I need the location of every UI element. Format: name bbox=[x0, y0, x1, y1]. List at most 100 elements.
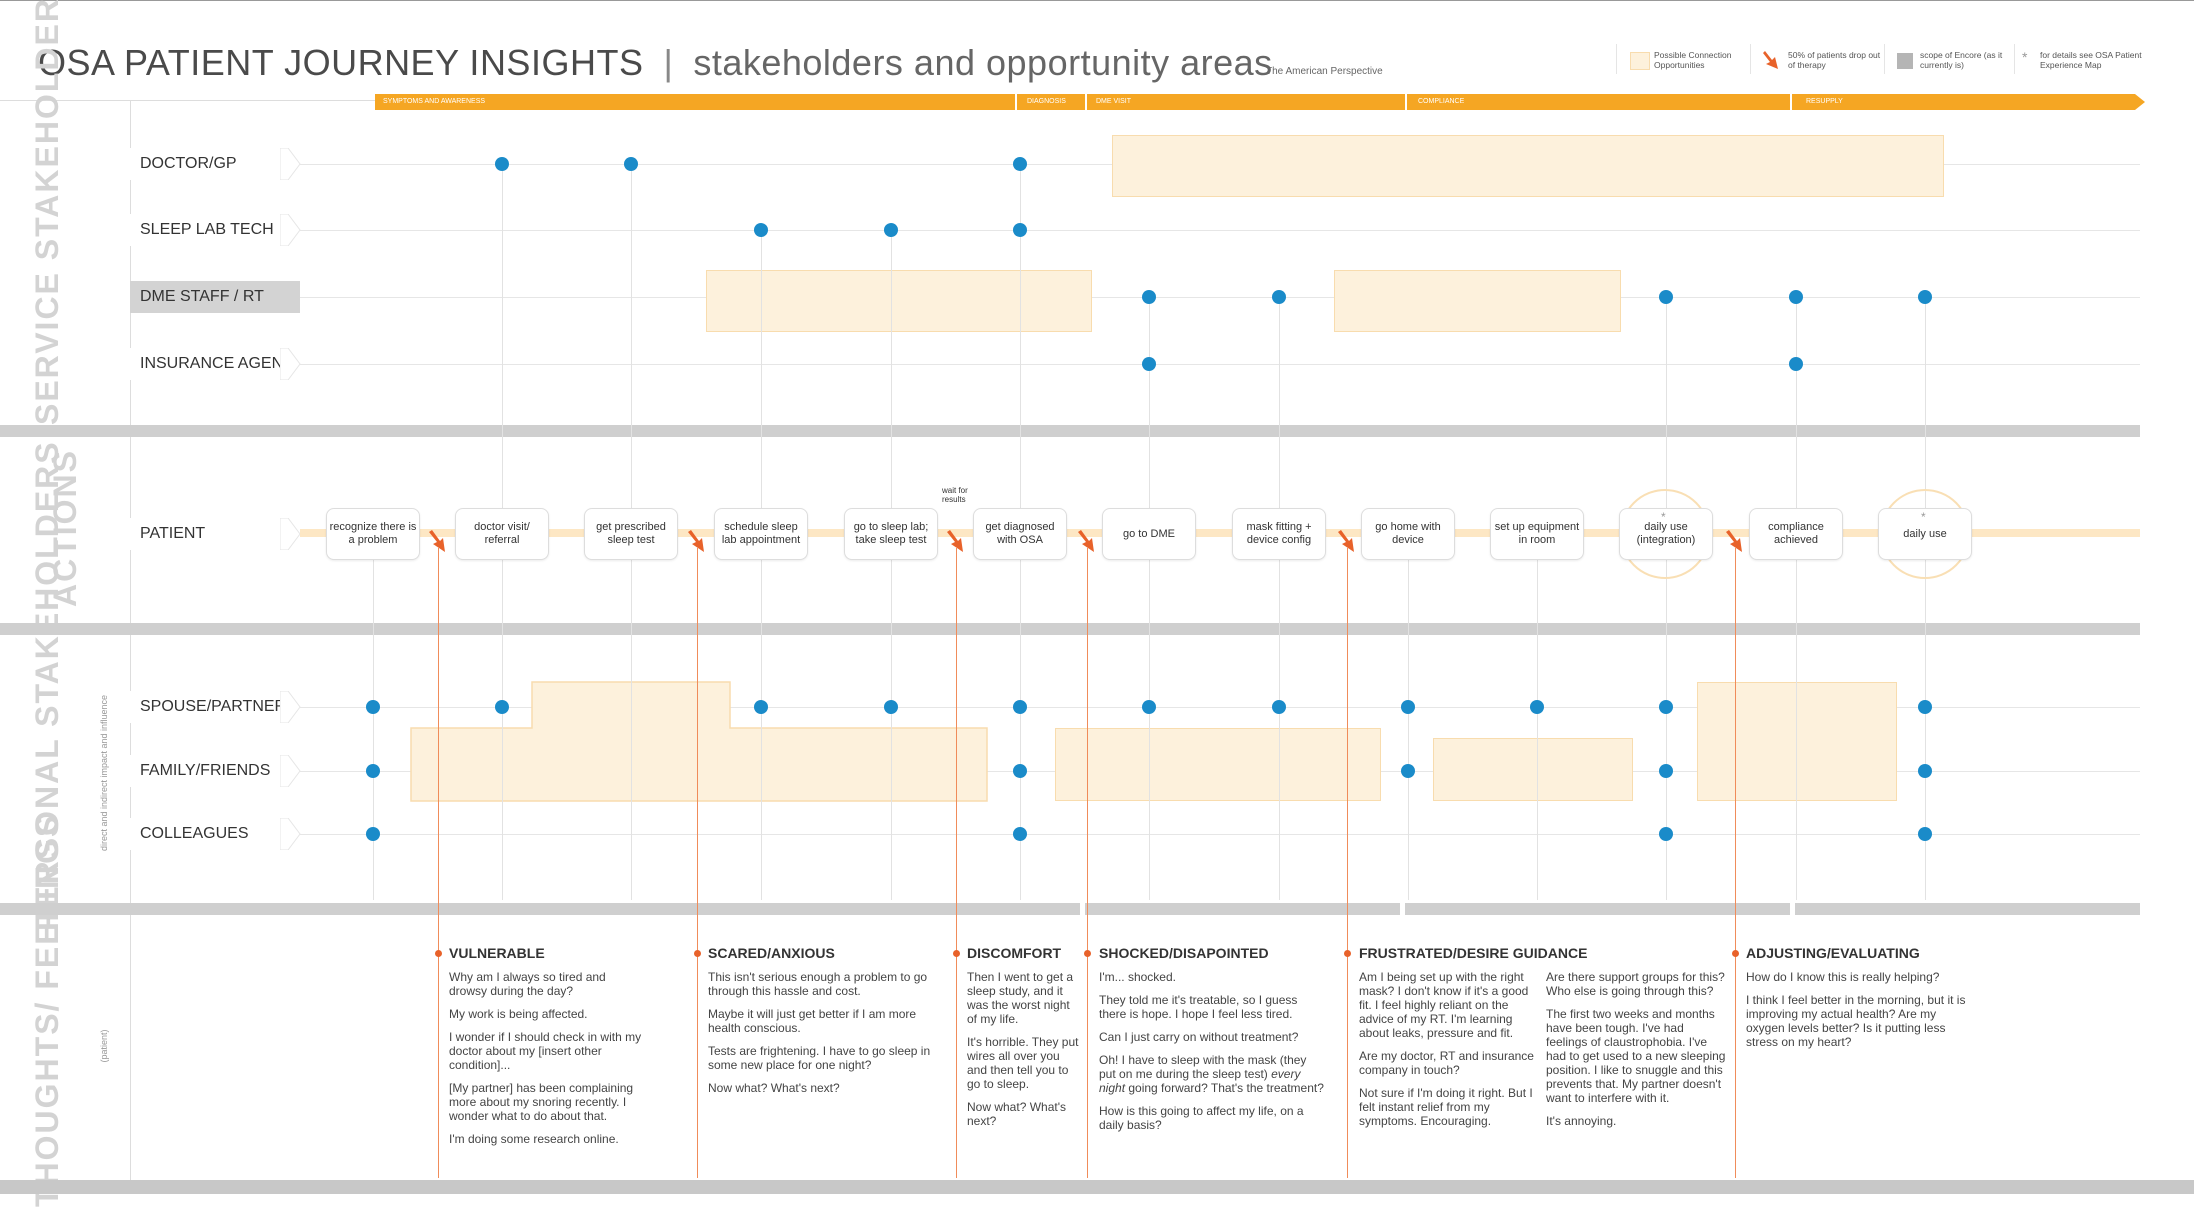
row-label-colleagues: COLLEAGUES bbox=[130, 818, 300, 850]
thought-line: Now what? What's next? bbox=[708, 1081, 840, 1095]
header-underline bbox=[0, 100, 375, 101]
dropout-arrow-icon bbox=[688, 530, 704, 552]
legend-divider bbox=[1750, 44, 1751, 74]
stakeholder-dot bbox=[1789, 290, 1803, 304]
thought-body: Why am I always so tired and drowsy duri… bbox=[449, 970, 644, 1155]
dropout-arrow-icon bbox=[1763, 51, 1778, 69]
stakeholder-dot bbox=[1142, 700, 1156, 714]
row-tab-notch bbox=[280, 214, 301, 246]
action-step: recognize there is a problem bbox=[326, 508, 420, 560]
legend-details: for details see OSA Patient Experience M… bbox=[2040, 50, 2142, 70]
row-label-family: FAMILY/FRIENDS bbox=[130, 755, 300, 787]
asterisk-icon: * bbox=[1661, 510, 1666, 524]
stakeholder-dot bbox=[1659, 290, 1673, 304]
column-connector bbox=[1279, 297, 1280, 900]
action-step: schedule sleep lab appointment bbox=[714, 508, 808, 560]
column-connector bbox=[1408, 534, 1409, 900]
thought-marker bbox=[694, 950, 701, 957]
legend-scope: scope of Encore (as it currently is) bbox=[1920, 50, 2003, 70]
action-step: get diagnosed with OSA bbox=[973, 508, 1067, 560]
thought-heading: DISCOMFORT bbox=[967, 945, 1062, 961]
phase-label: DME VISIT bbox=[1096, 98, 1132, 105]
connection-area bbox=[1334, 270, 1621, 332]
thought-line: Are there support groups for this? Who e… bbox=[1546, 970, 1725, 998]
thought-line: This isn't serious enough a problem to g… bbox=[708, 970, 928, 998]
section-thoughts-label: THOUGHTS/ FEELINGS bbox=[29, 813, 65, 1207]
perspective-note: The American Perspective bbox=[1266, 66, 1383, 77]
section-personal-sublabel: direct and indirect impact and influence bbox=[99, 694, 109, 852]
phase-divider bbox=[1085, 94, 1087, 110]
thought-heading: VULNERABLE bbox=[449, 945, 545, 961]
row-label-text: FAMILY/FRIENDS bbox=[140, 762, 271, 779]
stakeholder-dot bbox=[1013, 700, 1027, 714]
row-label-sleep-lab-tech: SLEEP LAB TECH bbox=[130, 214, 300, 246]
thought-line: They told me it's treatable, so I guess … bbox=[1099, 993, 1298, 1021]
stakeholder-dot bbox=[495, 157, 509, 171]
thought-line: My work is being affected. bbox=[449, 1007, 588, 1021]
action-step: go home with device bbox=[1361, 508, 1455, 560]
thought-body: Am I being set up with the right mask? I… bbox=[1359, 970, 1534, 1137]
stakeholder-dot bbox=[366, 764, 380, 778]
phase-chevron bbox=[1795, 903, 2140, 915]
thought-line: Are my doctor, RT and insurance company … bbox=[1359, 1049, 1534, 1077]
thought-heading: FRUSTRATED/DESIRE GUIDANCE bbox=[1359, 945, 1588, 961]
stakeholder-dot bbox=[1401, 764, 1415, 778]
section-separator bbox=[0, 425, 2140, 437]
row-line bbox=[300, 230, 2140, 231]
thought-line: I'm doing some research online. bbox=[449, 1132, 619, 1146]
action-step: daily use bbox=[1878, 508, 1972, 560]
stakeholder-dot bbox=[1918, 290, 1932, 304]
action-step: compliance achieved bbox=[1749, 508, 1843, 560]
thought-marker bbox=[435, 950, 442, 957]
thought-line: I wonder if I should check in with my do… bbox=[449, 1030, 642, 1072]
row-tab-notch bbox=[280, 348, 301, 380]
column-connector bbox=[1149, 297, 1150, 900]
stakeholder-dot bbox=[884, 223, 898, 237]
action-step: doctor visit/ referral bbox=[455, 508, 549, 560]
thought-body: How do I know this is really helping? I … bbox=[1746, 970, 1976, 1058]
top-border bbox=[0, 0, 2194, 1]
thought-line: The first two weeks and months have been… bbox=[1546, 1007, 1726, 1105]
thought-line: I think I feel better in the morning, bu… bbox=[1746, 993, 1966, 1049]
row-label-spouse: SPOUSE/PARTNER bbox=[130, 691, 300, 723]
row-line bbox=[300, 707, 2140, 708]
phase-label: SYMPTOMS AND AWARENESS bbox=[383, 98, 486, 105]
action-step: get prescribed sleep test bbox=[584, 508, 678, 560]
stakeholder-dot bbox=[1013, 764, 1027, 778]
connection-swatch bbox=[1630, 52, 1650, 70]
column-connector bbox=[1925, 297, 1926, 900]
stakeholder-dot bbox=[366, 827, 380, 841]
row-line bbox=[300, 364, 2140, 365]
phase-label: DIAGNOSIS bbox=[1027, 98, 1066, 105]
thought-heading: SHOCKED/DISAPOINTED bbox=[1099, 945, 1269, 961]
stakeholder-dot bbox=[1659, 764, 1673, 778]
title-subtitle: stakeholders and opportunity areas bbox=[693, 42, 1273, 83]
thought-line: Oh! I have to sleep with the mask (they … bbox=[1099, 1053, 1324, 1095]
phase-chevron bbox=[0, 903, 1080, 915]
row-label-text: COLLEAGUES bbox=[140, 825, 249, 842]
page-title: OSA PATIENT JOURNEY INSIGHTS | stakeholder… bbox=[38, 42, 1273, 84]
thought-line: Tests are frightening. I have to go slee… bbox=[708, 1044, 931, 1072]
thought-heading: ADJUSTING/EVALUATING bbox=[1746, 945, 1920, 961]
row-label-patient: PATIENT bbox=[130, 518, 300, 550]
thought-line: How do I know this is really helping? bbox=[1746, 970, 1940, 984]
action-step: go to sleep lab; take sleep test bbox=[844, 508, 938, 560]
stakeholder-dot bbox=[1918, 827, 1932, 841]
row-tab-notch bbox=[280, 755, 301, 787]
connection-area bbox=[1112, 135, 1944, 197]
legend-connection: Possible Connection Opportunities bbox=[1654, 50, 1732, 70]
stakeholder-dot bbox=[495, 700, 509, 714]
thought-body: I'm... shocked. They told me it's treata… bbox=[1099, 970, 1324, 1141]
stakeholder-dot bbox=[1530, 700, 1544, 714]
row-tab-notch bbox=[280, 148, 301, 180]
thought-line: Am I being set up with the right mask? I… bbox=[1359, 970, 1529, 1040]
row-label-text: DME STAFF / RT bbox=[140, 288, 264, 305]
connection-area bbox=[1697, 682, 1897, 801]
stakeholder-dot bbox=[1013, 157, 1027, 171]
column-connector bbox=[891, 230, 892, 900]
stakeholder-dot bbox=[1272, 700, 1286, 714]
thought-marker bbox=[1344, 950, 1351, 957]
stakeholder-dot bbox=[1659, 827, 1673, 841]
stakeholder-dot bbox=[1918, 700, 1932, 714]
dropout-line bbox=[1347, 548, 1348, 1178]
